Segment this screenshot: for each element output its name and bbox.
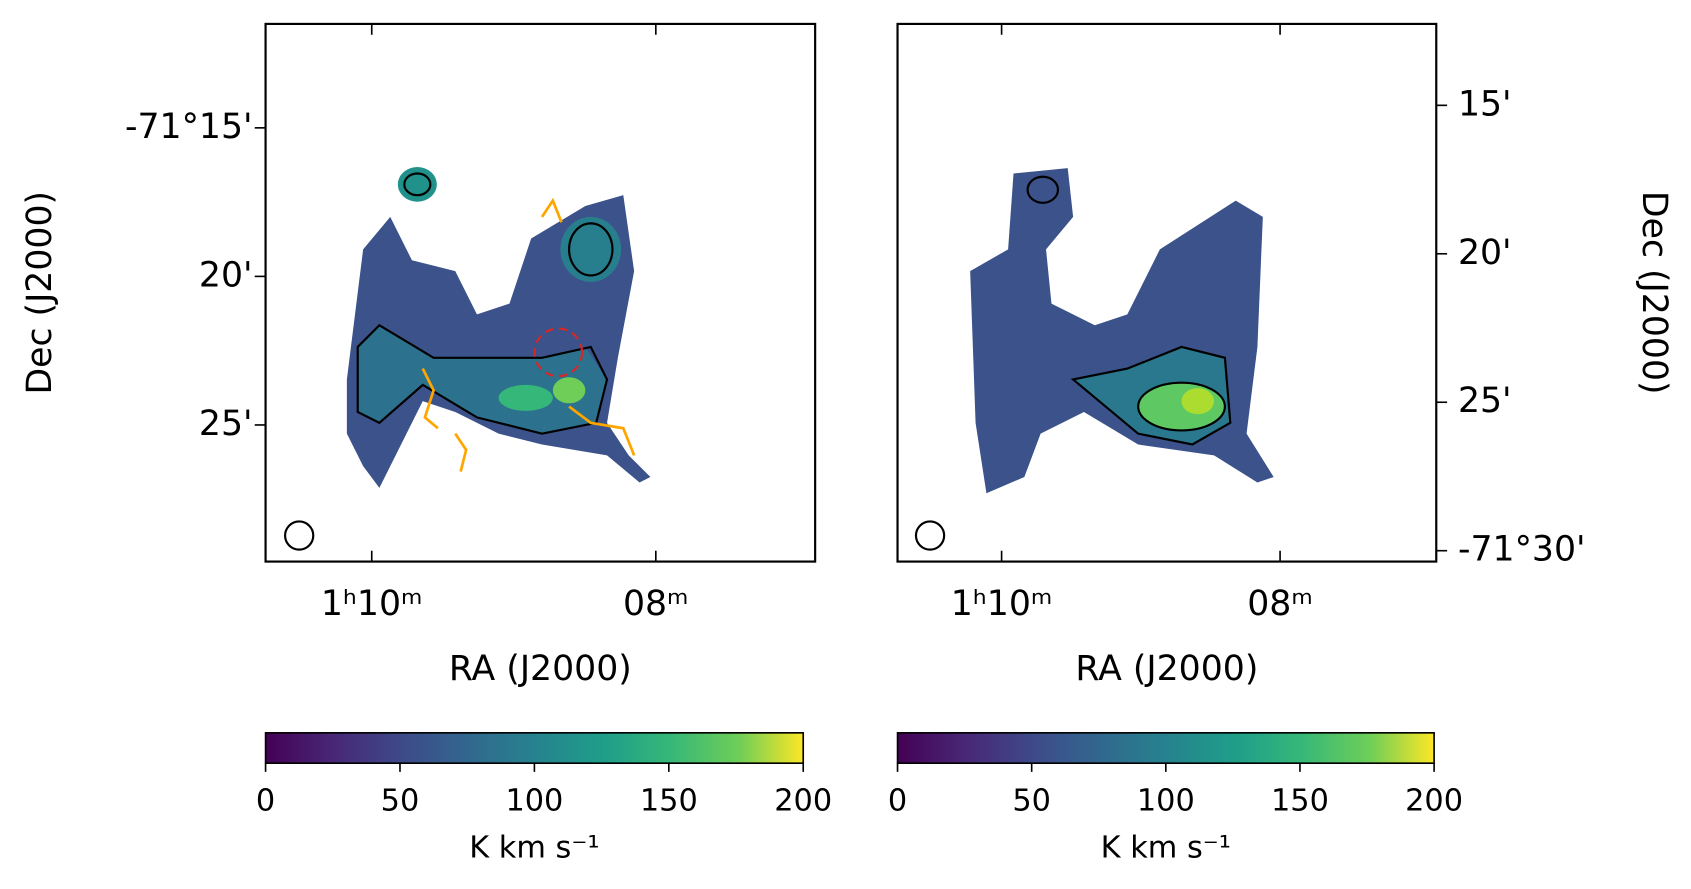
y-tick-label: 15' — [1458, 84, 1512, 124]
colorbar — [264, 732, 805, 765]
y-tick-label: -71°15' — [125, 107, 253, 147]
x-tick-label: 08ᵐ — [1247, 584, 1313, 624]
x-axis-label: RA (J2000) — [449, 649, 632, 689]
y-tick-label: 20' — [199, 255, 253, 295]
colorbar-tick-label: 150 — [640, 784, 698, 819]
axes-frame — [896, 22, 1438, 563]
axes-frame — [264, 22, 817, 563]
colorbar-tick-label: 150 — [1271, 784, 1329, 819]
x-tick-label: 1ʰ10ᵐ — [321, 584, 423, 624]
colorbar-tick-label: 0 — [888, 784, 907, 819]
colorbar-tick-label: 200 — [774, 784, 832, 819]
emission-map — [914, 168, 1274, 551]
colorbar-tick-label: 50 — [381, 784, 420, 819]
y-tick-label: -71°30' — [1458, 530, 1586, 570]
colorbar-tick-label: 100 — [1137, 784, 1195, 819]
colorbar-tick-label: 100 — [505, 784, 563, 819]
y-axis-label: Dec (J2000) — [1634, 191, 1674, 395]
colorbar-tick-label: 200 — [1405, 784, 1463, 819]
emission-map — [284, 167, 651, 551]
y-tick-label: 25' — [199, 404, 253, 444]
y-tick-label: 20' — [1458, 233, 1512, 273]
colorbar — [896, 732, 1435, 765]
y-axis-label: Dec (J2000) — [20, 191, 60, 395]
colorbar-label: K km s⁻¹ — [1101, 830, 1231, 865]
x-axis-label: RA (J2000) — [1075, 649, 1258, 689]
colorbar-tick-label: 50 — [1012, 784, 1051, 819]
x-tick-label: 08ᵐ — [623, 584, 689, 624]
colorbar-tick-label: 0 — [256, 784, 275, 819]
colorbar-label: K km s⁻¹ — [469, 830, 599, 865]
x-tick-label: 1ʰ10ᵐ — [951, 584, 1053, 624]
y-tick-label: 25' — [1458, 381, 1512, 421]
